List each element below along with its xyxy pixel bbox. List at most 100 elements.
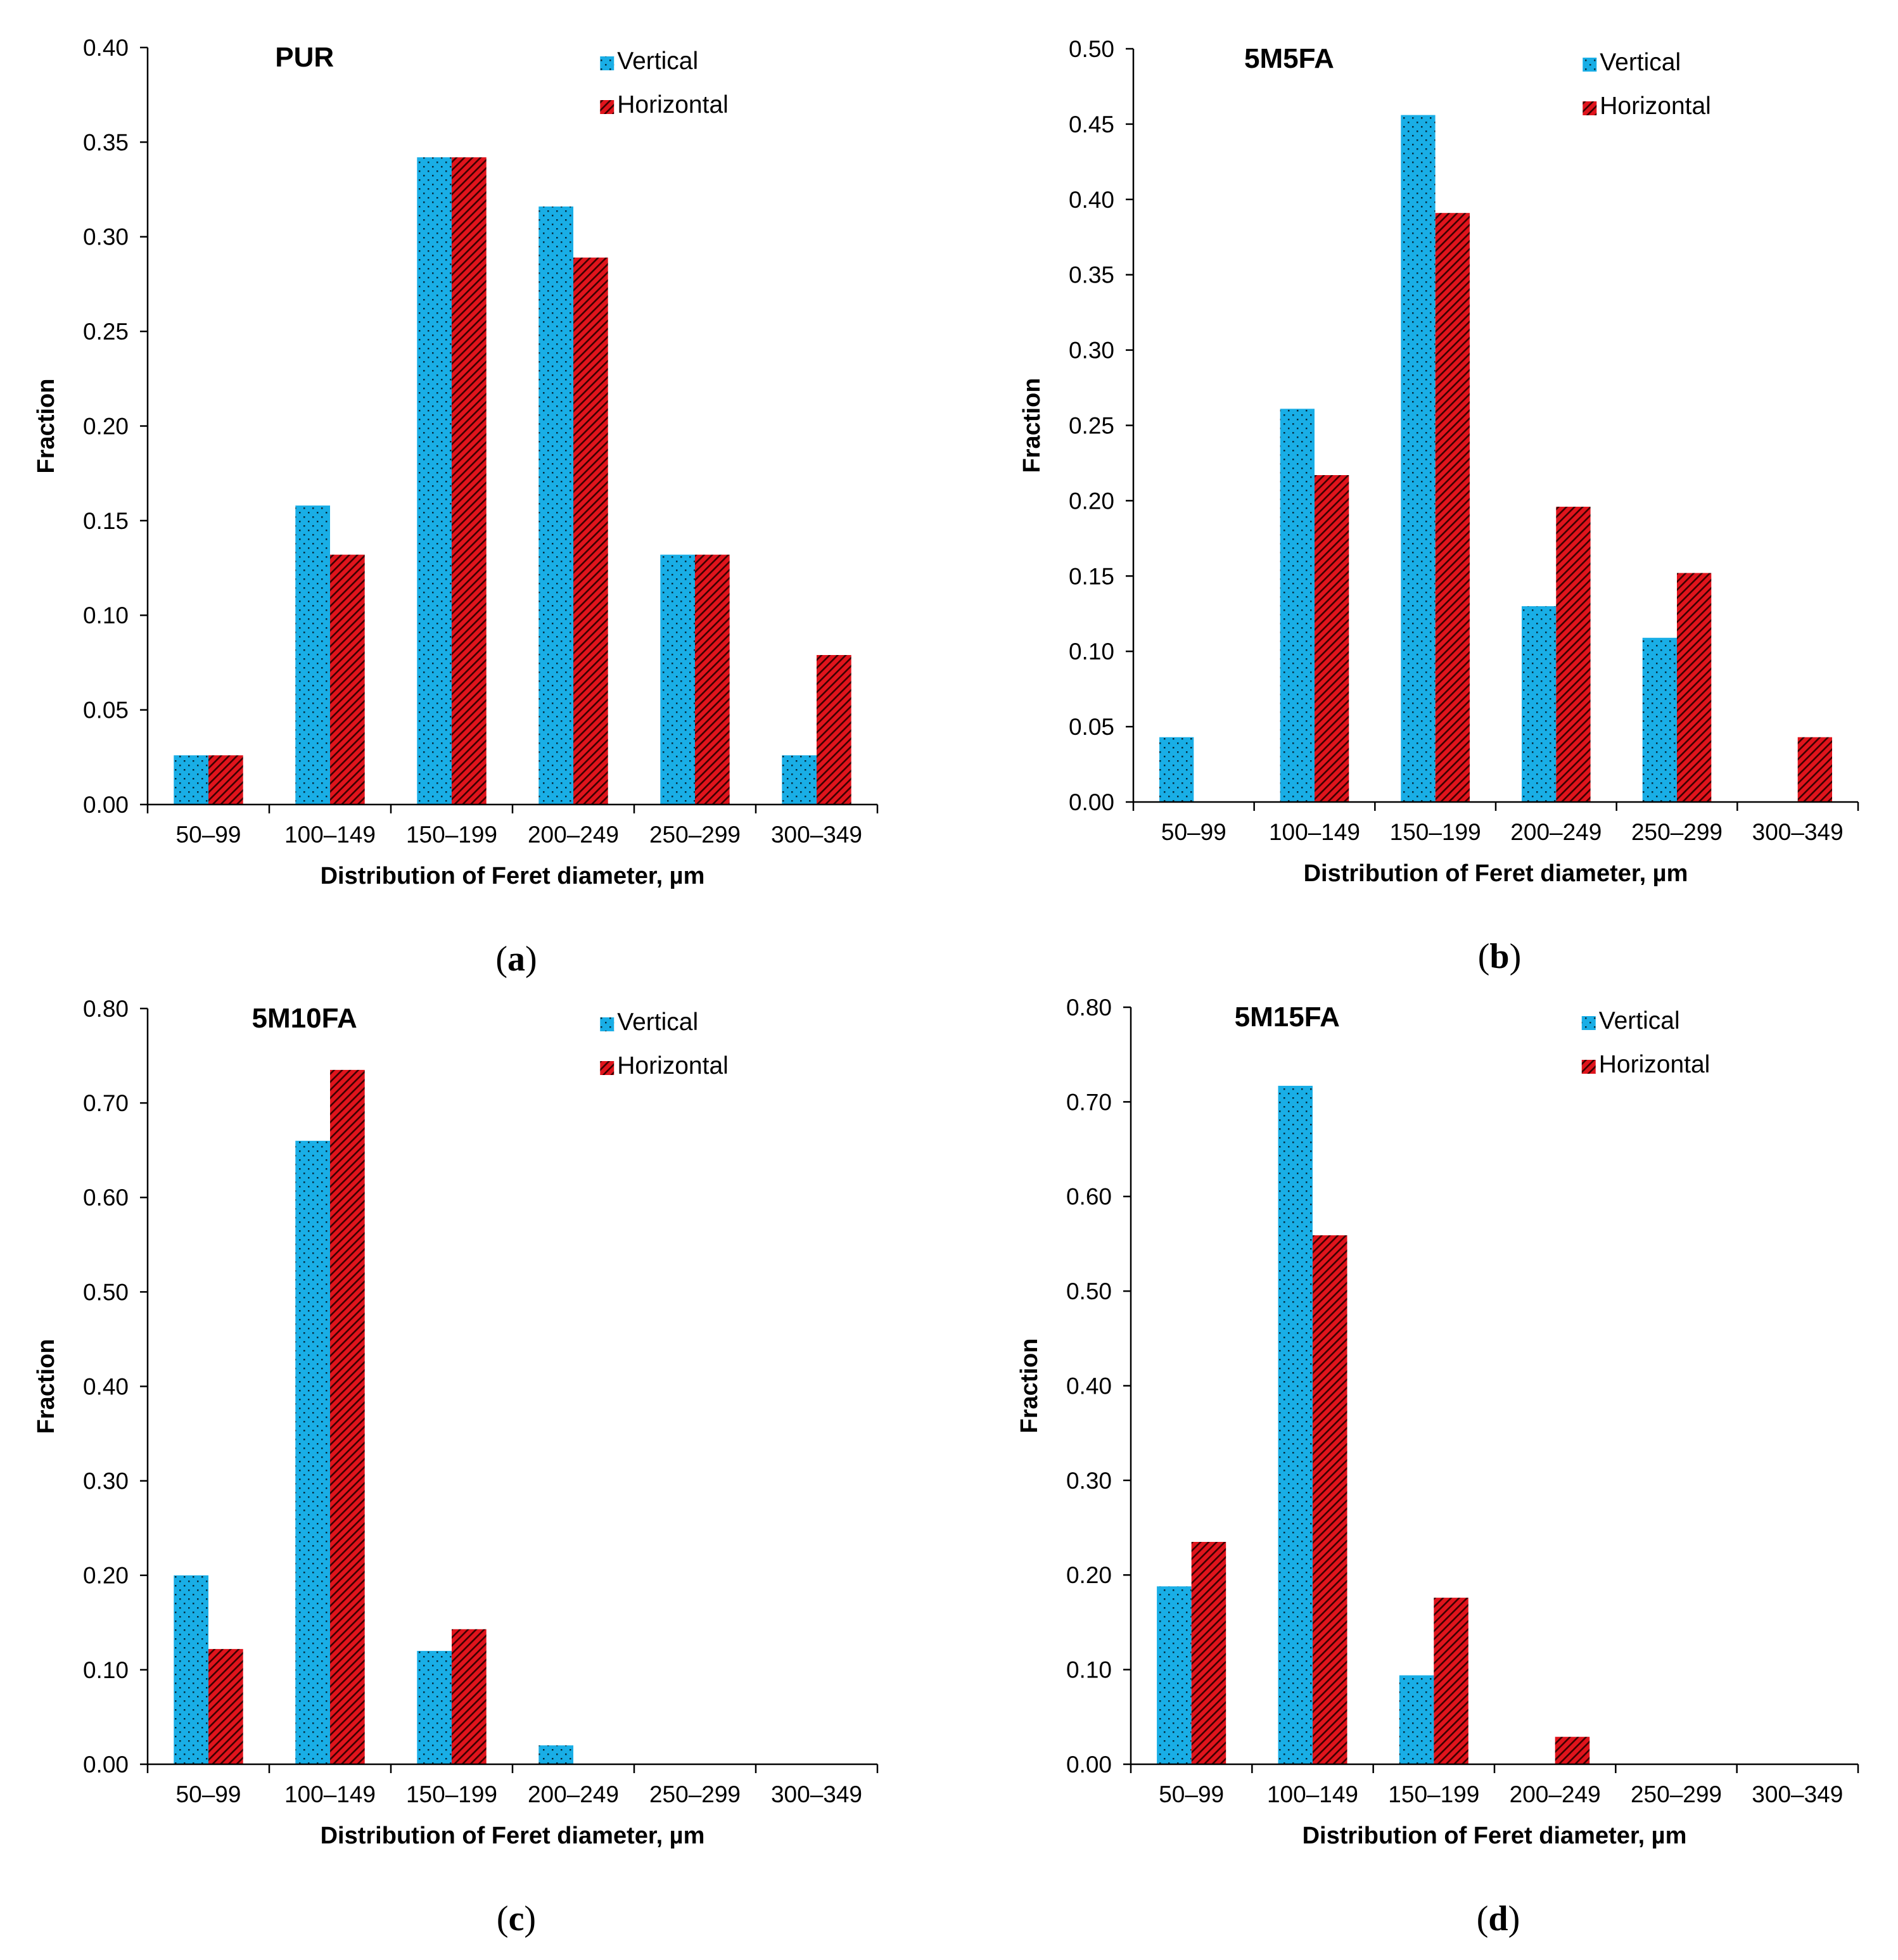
bar-vertical-4 [538, 1745, 573, 1764]
bar-horizontal-5 [1677, 573, 1712, 802]
bar-vertical-2 [1280, 409, 1315, 802]
bar-horizontal-1 [208, 755, 243, 805]
bar-vertical-5 [1642, 637, 1677, 802]
x-tick-label: 100–149 [1269, 819, 1360, 845]
bar-vertical-3 [1401, 115, 1436, 803]
y-tick-label: 0.40 [83, 1373, 129, 1399]
y-tick-label: 0.00 [83, 792, 129, 818]
x-tick-label: 250–299 [649, 822, 741, 848]
x-tick-label: 150–199 [1388, 1781, 1479, 1807]
legend-swatch-vertical [600, 56, 615, 70]
bar-vertical-2 [295, 506, 330, 805]
legend-label: Horizontal [1599, 1051, 1710, 1078]
x-axis-title: Distribution of Feret diameter, µm [1302, 1823, 1687, 1849]
x-tick-label: 50–99 [1161, 819, 1226, 845]
x-tick-label: 200–249 [1510, 1781, 1601, 1807]
y-tick-label: 0.40 [83, 35, 129, 61]
y-tick-label: 0.25 [83, 319, 129, 345]
y-axis-title: Fraction [33, 1339, 60, 1434]
x-tick-label: 100–149 [284, 1781, 376, 1807]
bar-horizontal-2 [330, 554, 365, 805]
bar-horizontal-5 [695, 554, 730, 805]
x-tick-label: 250–299 [649, 1781, 741, 1807]
x-tick-label: 300–349 [771, 1781, 862, 1807]
bar-horizontal-2 [1313, 1235, 1347, 1764]
y-tick-label: 0.60 [1066, 1184, 1112, 1210]
legend-label: Vertical [617, 48, 698, 75]
y-tick-label: 0.35 [83, 129, 129, 155]
x-tick-label: 250–299 [1631, 1781, 1722, 1807]
y-tick-label: 0.05 [1069, 714, 1114, 740]
y-tick-label: 0.30 [83, 1468, 129, 1494]
bar-vertical-2 [1278, 1086, 1313, 1764]
chart-panel-d: 0.00 0.10 0.20 0.30 0.40 0.50 0.60 0.70 0.80 50–9… [1016, 995, 1859, 1938]
bar-horizontal-6 [817, 655, 851, 805]
y-tick-label: 0.25 [1069, 412, 1114, 438]
panel-label: (d) [1477, 1899, 1520, 1938]
y-tick-label: 0.45 [1069, 111, 1114, 137]
chart-panel-a: 0.00 0.05 0.10 0.15 0.20 0.25 0.30 0.35 0.40 50–9… [33, 35, 879, 979]
bar-vertical-3 [1399, 1675, 1434, 1764]
y-tick-label: 0.10 [1066, 1657, 1112, 1683]
y-tick-label: 0.10 [83, 602, 129, 628]
x-tick-label: 150–199 [1390, 819, 1481, 845]
x-tick-label: 300–349 [771, 822, 862, 848]
bar-vertical-3 [417, 1651, 452, 1764]
bar-horizontal-3 [1434, 1598, 1468, 1764]
x-tick-label: 50–99 [1159, 1781, 1224, 1807]
chart-panel-c: 0.00 0.10 0.20 0.30 0.40 0.50 0.60 0.70 0.80 50–9… [33, 996, 879, 1938]
x-axis-title: Distribution of Feret diameter, µm [321, 1823, 705, 1849]
y-tick-label: 0.20 [1069, 488, 1114, 514]
y-tick-label: 0.80 [83, 996, 129, 1022]
x-tick-label: 50–99 [176, 822, 241, 848]
x-tick-label: 250–299 [1631, 819, 1723, 845]
x-tick-label: 100–149 [284, 822, 376, 848]
y-tick-label: 0.70 [1066, 1089, 1112, 1115]
x-tick-label: 300–349 [1752, 1781, 1843, 1807]
bar-vertical-4 [538, 207, 573, 805]
y-tick-label: 0.50 [83, 1279, 129, 1305]
y-tick-label: 0.00 [83, 1752, 129, 1778]
y-tick-label: 0.30 [1069, 338, 1114, 364]
y-axis-title: Fraction [1016, 1339, 1043, 1434]
legend-swatch-horizontal [600, 1061, 615, 1075]
bar-horizontal-3 [452, 1629, 487, 1764]
y-tick-label: 0.30 [1066, 1468, 1112, 1494]
bar-horizontal-4 [1555, 1736, 1590, 1764]
y-tick-label: 0.80 [1066, 995, 1112, 1021]
legend-swatch-vertical [600, 1017, 615, 1031]
x-tick-label: 150–199 [406, 822, 497, 848]
y-tick-label: 0.00 [1069, 789, 1114, 815]
bar-vertical-3 [417, 157, 452, 805]
y-tick-label: 0.50 [1066, 1278, 1112, 1304]
y-tick-label: 0.70 [83, 1090, 129, 1116]
bar-vertical-5 [660, 554, 695, 805]
y-tick-label: 0.20 [83, 1563, 129, 1589]
legend-label: Vertical [1600, 49, 1681, 76]
x-tick-label: 150–199 [406, 1781, 497, 1807]
x-axis-title: Distribution of Feret diameter, µm [1304, 860, 1688, 887]
chart-title: 5M10FA [252, 1003, 357, 1034]
y-axis-title: Fraction [33, 379, 60, 474]
legend-label: Vertical [617, 1009, 698, 1036]
chart-title: PUR [275, 42, 334, 73]
bar-horizontal-2 [1315, 475, 1349, 802]
legend-label: Horizontal [617, 91, 729, 118]
bar-vertical-1 [174, 1575, 208, 1765]
bar-horizontal-6 [1797, 737, 1832, 802]
chart-title: 5M15FA [1235, 1002, 1340, 1033]
y-tick-label: 0.40 [1066, 1373, 1112, 1399]
y-tick-label: 0.15 [1069, 563, 1114, 589]
bar-vertical-1 [1159, 737, 1194, 802]
legend-swatch-horizontal [1581, 1060, 1596, 1074]
bar-horizontal-4 [1556, 506, 1591, 802]
y-tick-label: 0.60 [83, 1185, 129, 1211]
x-tick-label: 100–149 [1267, 1781, 1358, 1807]
y-tick-label: 0.10 [83, 1657, 129, 1683]
x-tick-label: 200–249 [528, 1781, 619, 1807]
y-tick-label: 0.05 [83, 697, 129, 723]
legend-swatch-horizontal [1583, 101, 1597, 115]
bar-vertical-4 [1522, 606, 1557, 802]
legend-swatch-horizontal [600, 100, 615, 114]
